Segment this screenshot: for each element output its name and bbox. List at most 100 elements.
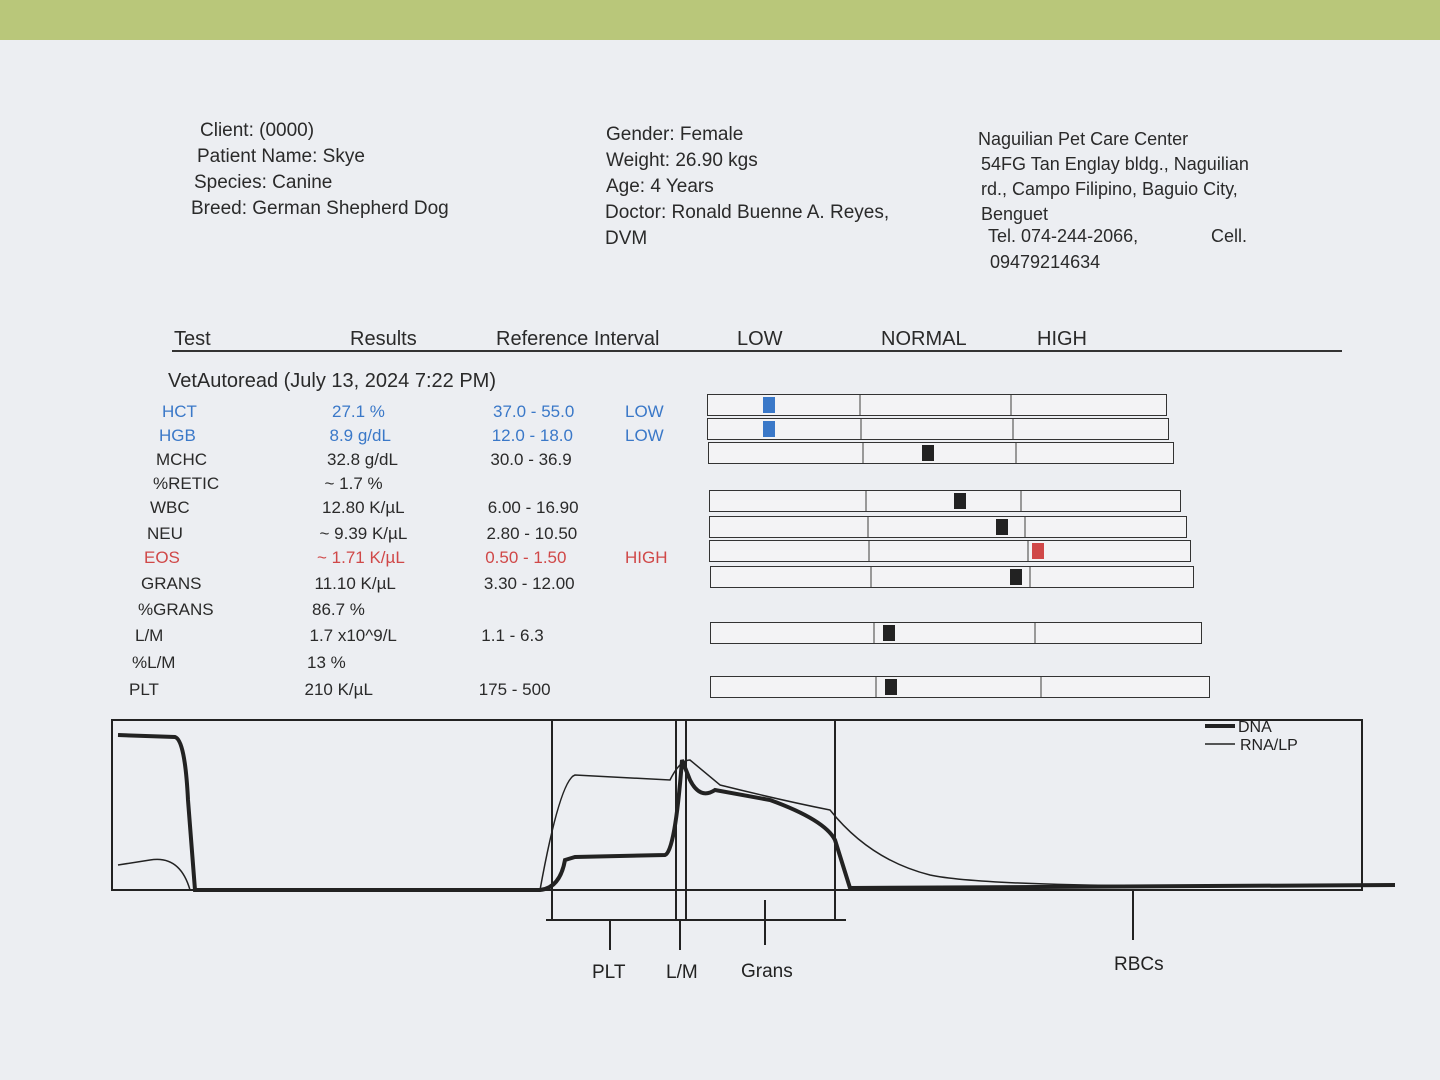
patient-detail: DVM bbox=[605, 228, 648, 249]
range-bar bbox=[707, 418, 1169, 440]
range-divider bbox=[870, 567, 873, 587]
result: 210 K/µL bbox=[304, 680, 373, 699]
range-bar bbox=[710, 676, 1210, 698]
reference: 1.1 - 6.3 bbox=[481, 626, 544, 645]
header-rule bbox=[172, 350, 1342, 352]
column-header: Reference Interval bbox=[496, 328, 660, 350]
reference: 12.0 - 18.0 bbox=[491, 426, 573, 445]
range-divider bbox=[1024, 517, 1027, 537]
reference: 3.30 - 12.00 bbox=[483, 574, 575, 593]
result-marker bbox=[1009, 569, 1022, 585]
reference: 0.50 - 1.50 bbox=[485, 548, 567, 567]
test-name: PLT bbox=[129, 680, 159, 699]
axis-label: PLT bbox=[592, 962, 626, 983]
result: 27.1 % bbox=[332, 402, 385, 421]
range-bar bbox=[709, 490, 1181, 512]
clinic-cell-number: 09479214634 bbox=[990, 252, 1101, 272]
test-name: %GRANS bbox=[138, 600, 214, 619]
test-name: L/M bbox=[135, 626, 164, 645]
plot-frame bbox=[111, 719, 1363, 891]
range-divider bbox=[867, 517, 870, 537]
dna-curve bbox=[117, 733, 1396, 892]
range-divider bbox=[872, 623, 875, 643]
patient-detail: Age: 4 Years bbox=[606, 176, 714, 197]
reference: 30.0 - 36.9 bbox=[490, 450, 572, 469]
result: ~ 9.39 K/µL bbox=[319, 524, 408, 543]
report: Client: (0000) Patient Name: Skye Species:… bbox=[0, 40, 1440, 1080]
test-name: NEU bbox=[147, 524, 183, 543]
result: ~ 1.71 K/µL bbox=[317, 548, 405, 567]
range-bar bbox=[707, 394, 1167, 416]
patient-info: Breed: German Shepherd Dog bbox=[191, 198, 449, 219]
column-header: Test bbox=[174, 328, 211, 350]
reference: 2.80 - 10.50 bbox=[486, 524, 578, 543]
test-name: MCHC bbox=[156, 450, 207, 469]
test-name: GRANS bbox=[141, 574, 202, 593]
histogram-frame bbox=[111, 719, 1396, 950]
rna-curve bbox=[117, 759, 1396, 891]
axis-label: RBCs bbox=[1114, 954, 1164, 975]
histogram-labels: DNA RNA/LP PLT L/M Grans RBCs bbox=[592, 719, 1298, 983]
range-divider bbox=[862, 443, 865, 463]
range-divider bbox=[859, 419, 862, 439]
clinic-info: Naguilian Pet Care Center bbox=[978, 129, 1189, 149]
result-marker bbox=[1031, 543, 1044, 559]
column-header: NORMAL bbox=[881, 328, 967, 350]
range-bar bbox=[709, 540, 1191, 562]
clinic-tel: Tel. 074-244-2066, bbox=[988, 226, 1139, 246]
axis-label: Grans bbox=[741, 961, 793, 982]
test-name: %L/M bbox=[132, 653, 176, 672]
patient-info: Client: (0000) bbox=[200, 120, 315, 141]
result: 13 % bbox=[307, 653, 346, 672]
patient-info: Species: Canine bbox=[194, 172, 333, 193]
result: 8.9 g/dL bbox=[329, 426, 391, 445]
reference: 6.00 - 16.90 bbox=[487, 498, 579, 517]
clinic-info: 54FG Tan Englay bldg., Naguilian bbox=[981, 154, 1249, 174]
patient-detail: Doctor: Ronald Buenne A. Reyes, bbox=[605, 202, 890, 223]
result-marker bbox=[762, 397, 775, 413]
range-divider bbox=[868, 541, 871, 561]
column-header: Results bbox=[350, 328, 417, 350]
flag: LOW bbox=[625, 402, 664, 421]
test-name: WBC bbox=[150, 498, 190, 517]
range-divider bbox=[875, 677, 878, 697]
legend-label: DNA bbox=[1238, 719, 1272, 736]
range-bar bbox=[710, 622, 1202, 644]
axis-label: L/M bbox=[666, 962, 698, 983]
range-divider bbox=[865, 491, 868, 511]
range-divider bbox=[1034, 623, 1037, 643]
range-divider bbox=[1011, 419, 1014, 439]
result-marker bbox=[922, 445, 935, 461]
patient-detail: Weight: 26.90 kgs bbox=[606, 150, 758, 171]
range-divider bbox=[1010, 395, 1013, 415]
result-marker bbox=[763, 421, 776, 437]
result: 86.7 % bbox=[312, 600, 365, 619]
range-bar bbox=[710, 566, 1194, 588]
range-divider bbox=[1029, 567, 1032, 587]
test-name: HGB bbox=[159, 426, 196, 445]
range-bar bbox=[708, 442, 1174, 464]
range-divider bbox=[1020, 491, 1023, 511]
flag: LOW bbox=[625, 426, 664, 445]
result-marker bbox=[882, 625, 895, 641]
legend-label: RNA/LP bbox=[1240, 737, 1298, 754]
test-name: HCT bbox=[162, 402, 197, 421]
histogram: DNA RNA/LP PLT L/M Grans RBCs bbox=[111, 719, 1396, 983]
clinic-info: Benguet bbox=[981, 204, 1049, 224]
patient-info: Patient Name: Skye bbox=[197, 146, 365, 167]
range-divider bbox=[1039, 677, 1042, 697]
result: 32.8 g/dL bbox=[327, 450, 398, 469]
result: ~ 1.7 % bbox=[324, 474, 383, 493]
test-name: %RETIC bbox=[153, 474, 220, 493]
clinic-cell: Cell. bbox=[1211, 226, 1248, 246]
patient-detail: Gender: Female bbox=[606, 124, 744, 145]
range-bar bbox=[709, 516, 1187, 538]
flag: HIGH bbox=[625, 548, 668, 567]
range-divider bbox=[859, 395, 862, 415]
test-name: EOS bbox=[144, 548, 180, 567]
result: 11.10 K/µL bbox=[314, 574, 396, 593]
result: 1.7 x10^9/L bbox=[309, 626, 397, 645]
reference: 175 - 500 bbox=[478, 680, 551, 699]
reference: 37.0 - 55.0 bbox=[493, 402, 575, 421]
